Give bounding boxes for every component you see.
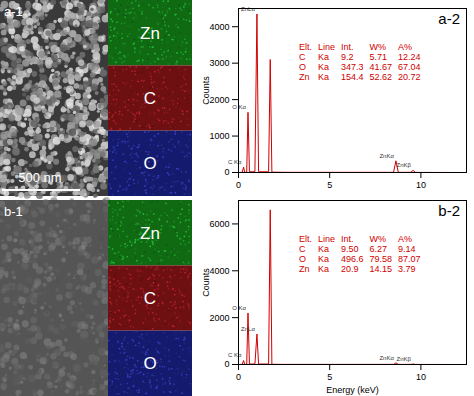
svg-text:10: 10: [416, 180, 426, 190]
html-text:3.79: 3.79: [398, 264, 416, 274]
html-text:a-2: a-2: [438, 10, 460, 27]
html-text:9.50: 9.50: [341, 244, 359, 254]
html-text:20.72: 20.72: [398, 72, 421, 82]
svg-text:ZnLα: ZnLα: [241, 5, 255, 12]
svg-text:ZnLα: ZnLα: [241, 326, 255, 332]
html-text:Elt.: Elt.: [299, 42, 312, 52]
html-text:347.3: 347.3: [341, 62, 364, 72]
html-text:496.6: 496.6: [341, 254, 364, 264]
html-text:9.14: 9.14: [398, 244, 416, 254]
html-text:Ka: Ka: [318, 72, 329, 82]
svg-text:C Kα: C Kα: [228, 352, 242, 358]
html-text:41.67: 41.67: [369, 62, 393, 72]
svg-text:C: C: [144, 289, 156, 308]
svg-text:ZnKβ: ZnKβ: [397, 162, 412, 168]
svg-text:5: 5: [327, 372, 332, 382]
html-text:79.58: 79.58: [369, 254, 393, 264]
svg-text:Counts: Counts: [201, 268, 211, 297]
html-text:Line: Line: [318, 234, 335, 244]
html-text:A%: A%: [398, 42, 413, 52]
html-text:Ka: Ka: [318, 62, 329, 72]
html-text:6.27: 6.27: [369, 244, 388, 254]
svg-text:4000: 4000: [209, 22, 229, 32]
html-text:A%: A%: [398, 234, 413, 244]
html-text:Int.: Int.: [341, 234, 354, 244]
html-text:Line: Line: [318, 42, 335, 52]
svg-text:O Kα: O Kα: [232, 104, 246, 110]
svg-text:0: 0: [224, 359, 229, 369]
html-text:67.04: 67.04: [398, 62, 421, 72]
svg-text:500 nm: 500 nm: [18, 170, 61, 185]
html-text:5.71: 5.71: [369, 52, 388, 62]
html-text:b-2: b-2: [438, 202, 460, 219]
html-text:154.4: 154.4: [341, 72, 364, 82]
svg-text:1000: 1000: [209, 131, 229, 141]
html-text:14.15: 14.15: [369, 264, 393, 274]
html-text:W%: W%: [369, 42, 387, 52]
svg-text:b-1: b-1: [4, 204, 23, 219]
html-text:O: O: [299, 62, 306, 72]
svg-text:O: O: [143, 354, 156, 373]
html-text:87.07: 87.07: [398, 254, 421, 264]
html-text:Zn: Zn: [299, 264, 310, 274]
html-text:Ka: Ka: [318, 244, 329, 254]
svg-text:ZnKα: ZnKα: [379, 355, 394, 361]
svg-text:C Kα: C Kα: [228, 159, 242, 165]
svg-text:10: 10: [416, 372, 426, 382]
svg-text:Zn: Zn: [140, 224, 160, 243]
svg-text:6000: 6000: [209, 219, 229, 229]
svg-text:2000: 2000: [209, 94, 229, 104]
html-text:C: C: [299, 244, 306, 254]
html-text:52.62: 52.62: [369, 72, 393, 82]
html-text:12.24: 12.24: [398, 52, 421, 62]
svg-text:4000: 4000: [209, 266, 229, 276]
svg-text:a-1: a-1: [4, 4, 23, 19]
svg-text:C: C: [144, 89, 156, 108]
html-text:20.9: 20.9: [341, 264, 359, 274]
svg-text:ZnKβ: ZnKβ: [397, 356, 412, 362]
html-text:Ka: Ka: [318, 264, 329, 274]
svg-text:Energy (keV): Energy (keV): [326, 385, 379, 395]
html-text:Int.: Int.: [341, 42, 354, 52]
svg-text:0: 0: [224, 167, 229, 177]
html-text:W%: W%: [369, 234, 387, 244]
html-text:Elt.: Elt.: [299, 234, 312, 244]
html-text:Ka: Ka: [318, 52, 329, 62]
html-text:Zn: Zn: [299, 72, 310, 82]
svg-text:Counts: Counts: [201, 76, 211, 105]
svg-text:Zn: Zn: [140, 24, 160, 43]
svg-text:3000: 3000: [209, 58, 229, 68]
svg-text:2000: 2000: [209, 313, 229, 323]
svg-text:0: 0: [236, 180, 241, 190]
svg-text:0: 0: [236, 372, 241, 382]
svg-text:O Kα: O Kα: [232, 305, 246, 311]
html-text:Ka: Ka: [318, 254, 329, 264]
svg-text:ZnKα: ZnKα: [379, 153, 394, 159]
html-text:9.2: 9.2: [341, 52, 354, 62]
html-text:C: C: [299, 52, 306, 62]
html-text:O: O: [299, 254, 306, 264]
svg-text:5: 5: [327, 180, 332, 190]
svg-text:O: O: [143, 154, 156, 173]
